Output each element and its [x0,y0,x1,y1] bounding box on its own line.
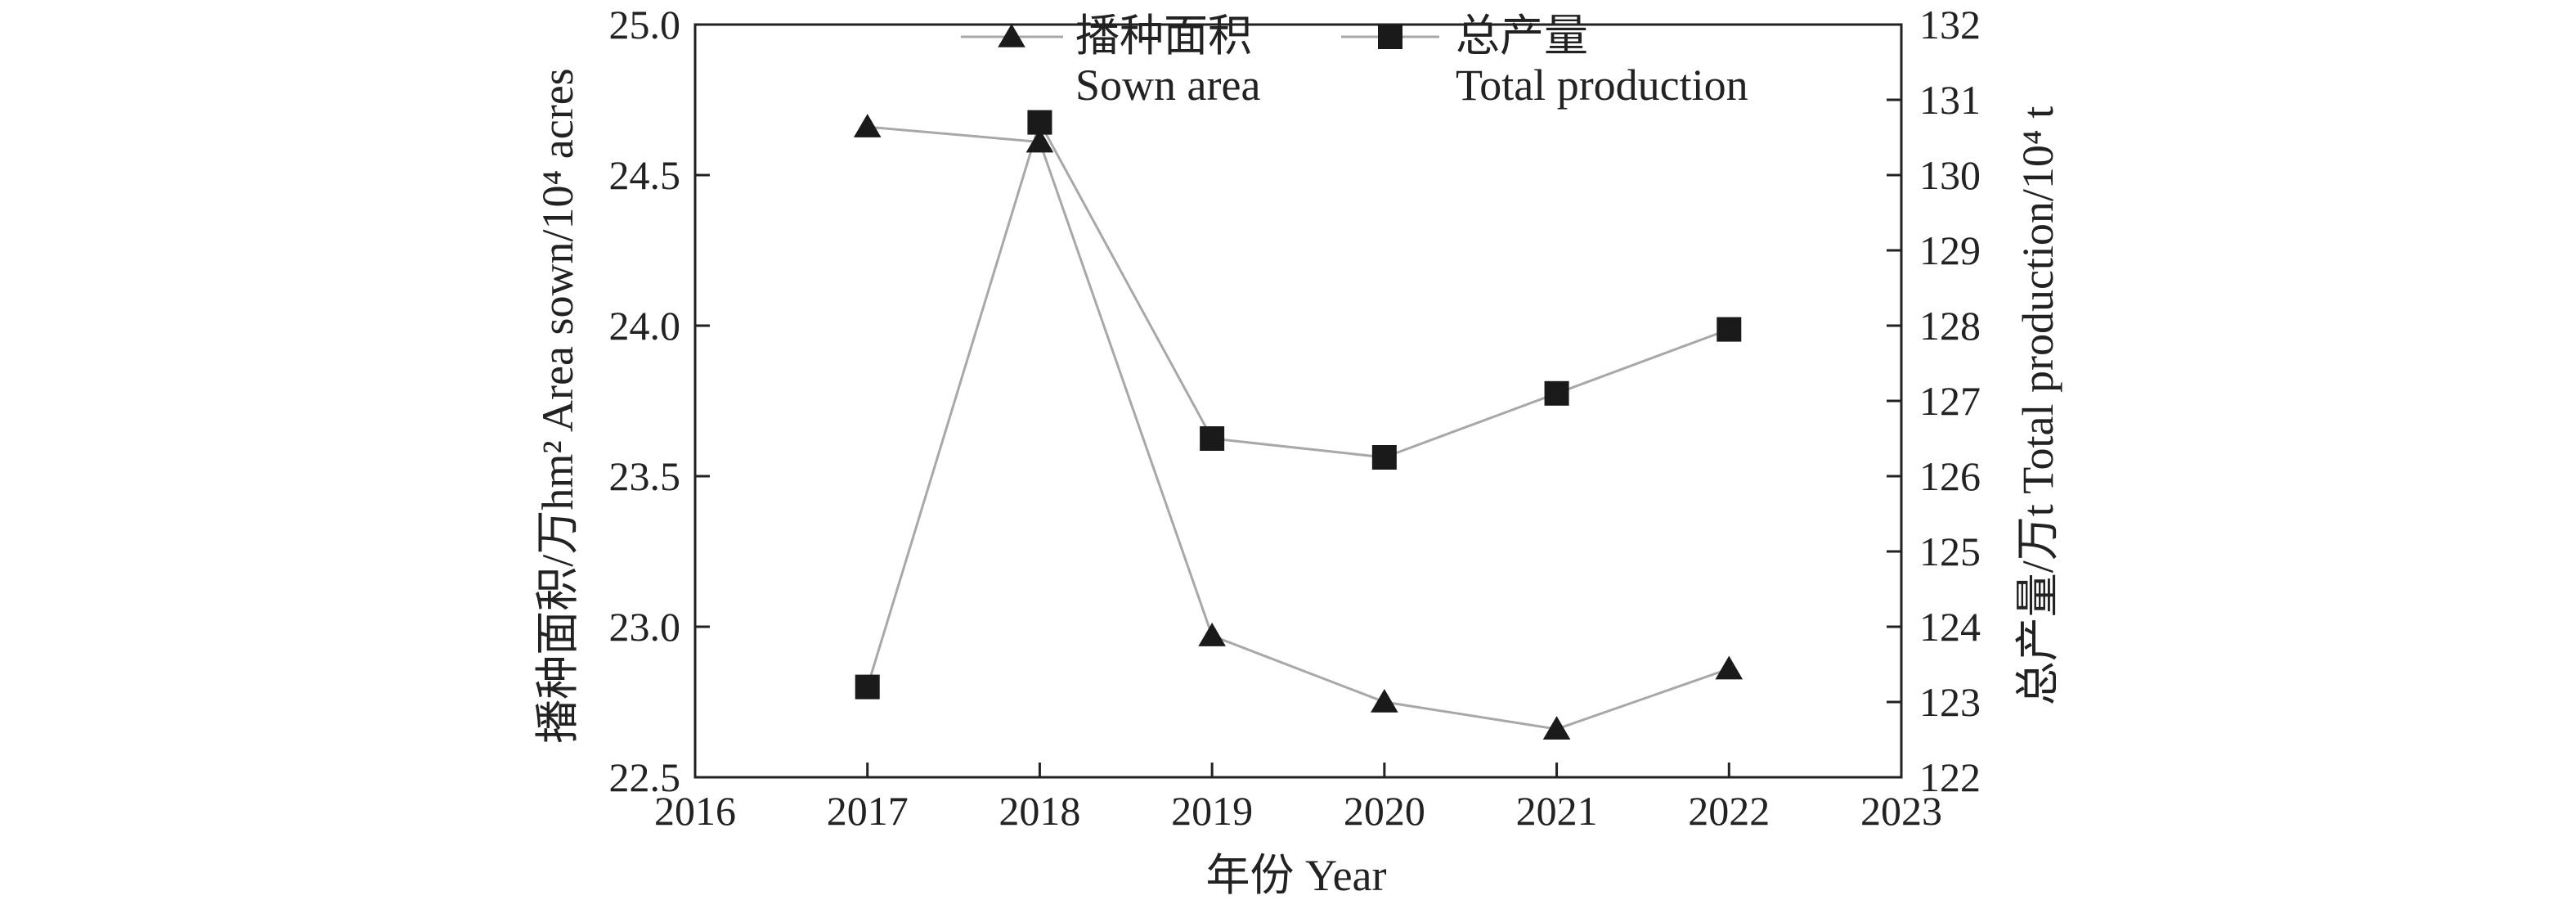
plot-border [693,23,1903,779]
y-left-tick-label: 24.5 [609,152,681,198]
data-point-sown-area [1198,623,1226,646]
y-right-axis-title: 总产量/万t Total production/10⁴ t [2013,106,2062,706]
series-line-total-production [866,119,1730,688]
x-tick-label: 2021 [1516,788,1598,834]
data-point-total-production [1200,426,1225,451]
y-right-tick-label: 126 [1919,453,1981,499]
y-left-tick-label: 24.0 [609,303,681,349]
y-right-tick-label: 122 [1919,754,1981,800]
y-right-tick-label: 127 [1919,378,1981,424]
y-right-tick-label: 128 [1919,303,1981,349]
data-point-sown-area [1715,655,1744,680]
x-tick-label: 2019 [1171,788,1253,834]
x-tick-label: 2016 [654,788,736,834]
legend-marker-triangle [998,24,1025,47]
y-left-tick-label: 22.5 [609,754,681,800]
data-point-total-production [1544,380,1569,406]
data-point-total-production [855,674,880,700]
data-point-sown-area [853,114,882,137]
series-line-sown-area [867,125,1730,731]
legend-label-en-sown-area: Sown area [1075,61,1260,110]
x-tick-label: 2022 [1688,788,1770,834]
data-point-sown-area [1542,716,1571,740]
y-right-tick-label: 131 [1919,77,1981,123]
y-right-tick-label: 123 [1919,679,1981,725]
y-left-axis-title: 播种面积/万hm² Area sown/10⁴ acres [533,68,582,743]
x-tick-label: 2018 [999,788,1080,834]
y-right-tick-label: 125 [1919,529,1981,574]
x-axis-title: 年份 Year [1205,851,1386,900]
y-right-tick-label: 130 [1919,152,1981,198]
data-point-sown-area [1371,689,1398,713]
y-left-tick-label: 23.5 [609,453,681,499]
data-point-total-production [1371,445,1397,470]
data-point-total-production [1717,317,1742,342]
axis-ticks: 2016 2017 2018 2019 2020 2021 2022 2023 22.5 23.0… [609,2,1981,834]
y-left-tick-label: 25.0 [609,2,681,47]
y-right-tick-label: 124 [1919,604,1981,650]
x-tick-label: 2017 [827,788,909,834]
y-right-tick-label: 129 [1919,227,1981,273]
series-lines [866,119,1730,731]
x-tick-label: 2020 [1344,788,1425,834]
legend-label-cn-sown-area: 播种面积 [1075,11,1252,61]
legend-marker-square [1378,25,1402,49]
data-point-total-production [1027,110,1052,135]
plot-frame [693,23,1903,779]
series-markers [853,110,1744,740]
x-tick-label: 2023 [1860,788,1942,834]
legend: 播种面积 Sown area 总产量 Total production [961,11,1748,110]
y-left-tick-label: 23.0 [609,604,681,650]
legend-label-en-total-production: Total production [1456,61,1748,110]
legend-label-cn-total-production: 总产量 [1456,11,1588,61]
y-right-tick-label: 132 [1919,2,1981,47]
data-point-sown-area [1025,128,1054,153]
